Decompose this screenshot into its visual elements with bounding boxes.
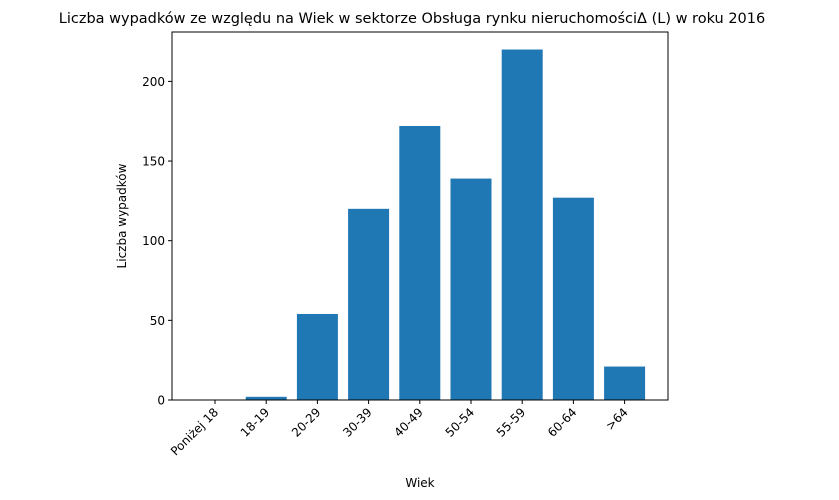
bars-group — [245, 49, 646, 401]
x-axis: Poniżej 18 18-19 20-29 30-39 40-49 50-54 55-59… — [168, 400, 631, 458]
x-tick-label-5: 50-54 — [443, 405, 478, 440]
x-tick-label-7: 60-64 — [545, 405, 580, 440]
x-tick-label-1: 18-19 — [238, 405, 273, 440]
bar-4 — [399, 125, 441, 401]
bar-8 — [604, 366, 646, 400]
x-tick-label-0: Poniżej 18 — [168, 405, 221, 458]
y-tick-label-4: 200 — [142, 75, 165, 89]
x-tick-label-8: >64 — [603, 405, 631, 433]
y-axis: 0 50 100 150 200 — [142, 75, 172, 408]
bar-7 — [552, 197, 594, 400]
bar-6 — [501, 49, 543, 401]
x-axis-label: Wiek — [405, 476, 434, 490]
y-tick-label-3: 150 — [142, 155, 165, 169]
y-tick-label-0: 0 — [157, 394, 165, 408]
x-tick-label-4: 40-49 — [391, 405, 426, 440]
bar-3 — [348, 208, 390, 400]
x-tick-label-3: 30-39 — [340, 405, 375, 440]
chart-title: Liczba wypadków ze względu na Wiek w sek… — [59, 11, 765, 27]
y-tick-label-1: 50 — [150, 314, 165, 328]
y-axis-label: Liczba wypadków — [115, 163, 129, 268]
y-tick-label-2: 100 — [142, 234, 165, 248]
bar-2 — [296, 313, 338, 400]
bar-5 — [450, 178, 492, 400]
x-tick-label-6: 55-59 — [494, 405, 529, 440]
bar-1 — [245, 396, 287, 400]
x-tick-label-2: 20-29 — [289, 405, 324, 440]
